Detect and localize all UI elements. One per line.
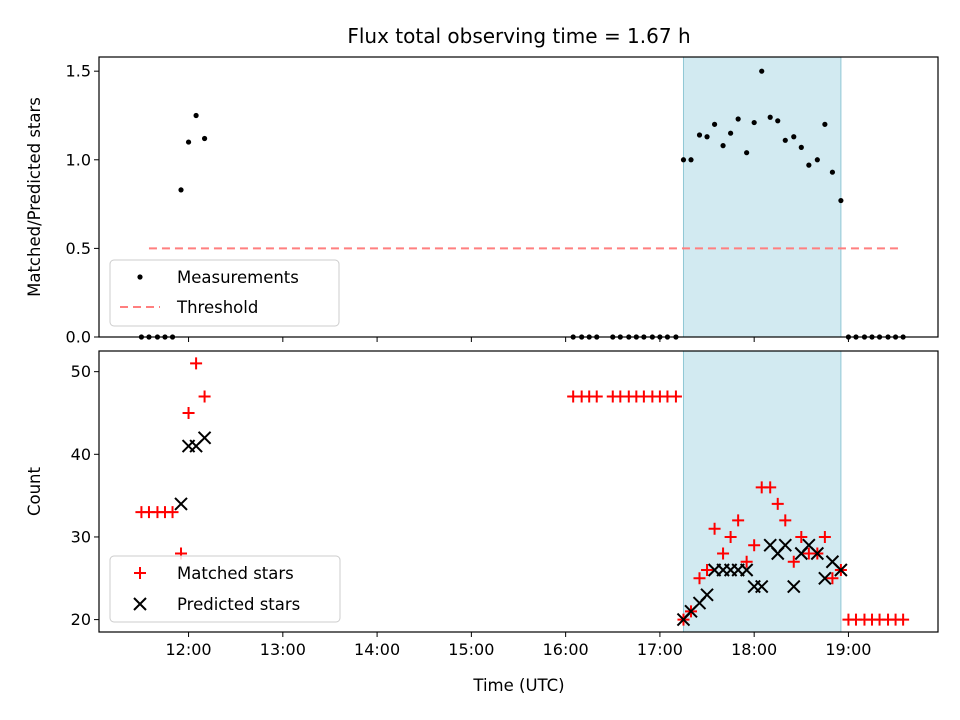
measurement-point bbox=[751, 119, 757, 126]
x-tick-label: 13:00 bbox=[260, 640, 306, 659]
measurement-point bbox=[775, 118, 781, 124]
measurement-point bbox=[791, 134, 797, 140]
y-tick-label: 50 bbox=[71, 362, 91, 381]
y-tick-label: 0.5 bbox=[66, 239, 91, 258]
matched-stars-legend-label: Matched stars bbox=[177, 564, 294, 583]
x-tick-label: 19:00 bbox=[825, 640, 871, 659]
count-marks bbox=[135, 357, 910, 627]
measurement-point bbox=[767, 114, 773, 120]
matched-star-point bbox=[717, 547, 730, 560]
ratio-y-axis-label: Matched/Predicted stars bbox=[25, 97, 44, 297]
matched-star-point bbox=[198, 390, 211, 403]
matched-star-point bbox=[826, 572, 839, 585]
measurement-point bbox=[201, 135, 208, 142]
matched-star-point bbox=[732, 514, 745, 527]
matched-stars-legend-marker bbox=[134, 567, 146, 579]
predicted-stars-legend-marker bbox=[133, 597, 147, 611]
measurement-point bbox=[193, 112, 199, 119]
measurement-point bbox=[720, 143, 726, 149]
x-tick-label: 12:00 bbox=[166, 640, 212, 659]
measurement-point bbox=[185, 139, 192, 145]
matched-star-point bbox=[166, 506, 179, 519]
measurement-point bbox=[178, 187, 184, 193]
predicted-star-point bbox=[700, 588, 714, 602]
predicted-star-point bbox=[739, 563, 754, 577]
y-tick-label: 40 bbox=[71, 445, 91, 464]
measurement-point bbox=[680, 157, 687, 163]
matched-star-point bbox=[818, 530, 831, 543]
predicted-star-point bbox=[787, 579, 801, 594]
measurements-legend-label: Measurements bbox=[177, 268, 299, 287]
predicted-star-point bbox=[174, 497, 188, 511]
measurements-legend-marker bbox=[137, 274, 143, 280]
x-tick-label: 16:00 bbox=[543, 640, 589, 659]
count-y-axis-label: Count bbox=[25, 466, 44, 516]
measurement-point bbox=[711, 121, 718, 127]
count-y-ticks: 20 30 40 50 bbox=[71, 362, 99, 629]
measurement-point bbox=[806, 162, 812, 168]
measurement-point bbox=[782, 137, 788, 143]
matched-star-point bbox=[182, 406, 195, 419]
measurement-point bbox=[829, 169, 836, 175]
measurement-point bbox=[744, 150, 750, 156]
predicted-star-point bbox=[818, 571, 832, 585]
measurement-point bbox=[696, 132, 703, 138]
measurement-point bbox=[838, 197, 844, 204]
measurement-point bbox=[798, 144, 804, 150]
matched-star-point bbox=[740, 555, 753, 568]
measurement-point bbox=[704, 134, 710, 140]
y-tick-label: 1.0 bbox=[66, 150, 91, 169]
x-tick-label: 18:00 bbox=[731, 640, 777, 659]
y-tick-label: 20 bbox=[71, 610, 91, 629]
predicted-star-point bbox=[834, 563, 848, 577]
matched-star-point bbox=[787, 555, 800, 568]
measurement-point bbox=[814, 157, 820, 163]
count-axes-frame bbox=[98, 350, 939, 633]
ratio-panel: 0.0 0.5 1.0 1.5 Matched/Predicted stars Mea… bbox=[25, 56, 939, 347]
measurement-point bbox=[735, 116, 741, 122]
predicted-star-point bbox=[197, 431, 212, 445]
count-legend: Matched stars Predicted stars bbox=[109, 555, 341, 623]
y-tick-label: 30 bbox=[71, 527, 91, 546]
ratio-y-ticks: 0.0 0.5 1.0 1.5 bbox=[66, 62, 99, 347]
predicted-star-point bbox=[810, 546, 825, 561]
measurement-point bbox=[822, 121, 828, 127]
matched-star-point bbox=[771, 497, 784, 510]
predicted-star-point bbox=[778, 538, 792, 552]
predicted-star-point bbox=[755, 579, 769, 594]
measurement-point bbox=[759, 68, 765, 74]
y-tick-label: 0.0 bbox=[66, 328, 91, 347]
matched-star-point bbox=[779, 514, 792, 527]
ratio-legend-box bbox=[109, 259, 340, 327]
measurement-point bbox=[688, 157, 694, 163]
matched-star-point bbox=[669, 390, 682, 403]
ratio-x-ticks bbox=[188, 337, 849, 342]
ratio-legend: Measurements Threshold bbox=[109, 259, 340, 327]
matched-star-point bbox=[693, 572, 706, 585]
matched-star-point bbox=[708, 522, 721, 535]
x-tick-label: 15:00 bbox=[448, 640, 494, 659]
x-tick-label: 14:00 bbox=[354, 640, 400, 659]
matched-star-point bbox=[701, 564, 714, 577]
matched-star-point bbox=[724, 530, 737, 543]
predicted-stars-legend-label: Predicted stars bbox=[177, 595, 300, 614]
count-x-axis-label: Time (UTC) bbox=[472, 676, 564, 695]
count-x-ticks: 12:00 13:00 14:00 15:00 16:00 17:00 18:00 19:00 bbox=[166, 632, 871, 659]
matched-star-point bbox=[748, 539, 761, 552]
matched-star-point bbox=[897, 613, 910, 626]
count-legend-box bbox=[109, 555, 341, 623]
matched-star-point bbox=[590, 390, 603, 403]
threshold-legend-label: Threshold bbox=[176, 298, 258, 317]
y-tick-label: 1.5 bbox=[66, 62, 91, 81]
x-tick-label: 17:00 bbox=[637, 640, 683, 659]
chart-title: Flux total observing time = 1.67 h bbox=[347, 24, 690, 48]
matched-star-point bbox=[795, 530, 808, 543]
ratio-axes-frame bbox=[98, 56, 939, 338]
observing-span-top bbox=[682, 56, 842, 338]
matched-star-point bbox=[764, 481, 777, 494]
matched-star-point bbox=[190, 357, 203, 370]
measurement-point bbox=[728, 130, 734, 136]
